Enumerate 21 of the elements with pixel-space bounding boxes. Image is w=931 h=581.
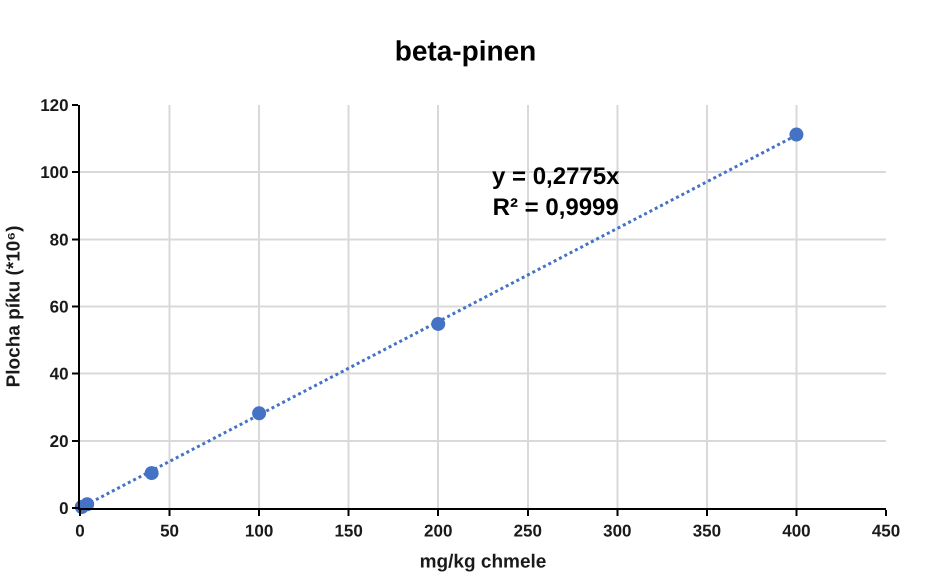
x-tick-label: 450 — [872, 521, 900, 540]
y-tick-label: 20 — [50, 432, 69, 451]
x-tick-label: 200 — [424, 521, 452, 540]
x-tick-label: 100 — [244, 521, 274, 540]
y-tick-label: 40 — [50, 364, 69, 384]
x-tick-label: 400 — [782, 521, 811, 540]
x-tick-label: 300 — [603, 521, 632, 540]
y-axis-title: Plocha píku (*10⁶) — [4, 226, 25, 388]
y-tick-label: 80 — [50, 230, 69, 250]
y-tick-label: 0 — [59, 498, 69, 518]
x-tick-label: 150 — [334, 521, 363, 540]
x-tick-label: 350 — [692, 521, 722, 540]
x-tick-label: 0 — [75, 521, 85, 540]
x-tick-label: 250 — [514, 521, 542, 540]
x-axis-title: mg/kg chmele — [420, 552, 546, 573]
chart-title: beta-pinen — [394, 35, 536, 66]
y-tick-label: 120 — [40, 96, 69, 115]
x-tick-label: 50 — [160, 521, 180, 540]
y-tick-label: 100 — [40, 163, 69, 182]
annotation: y = 0,2775x R² = 0,9999 — [492, 163, 620, 222]
y-tick-label: 60 — [50, 297, 69, 316]
